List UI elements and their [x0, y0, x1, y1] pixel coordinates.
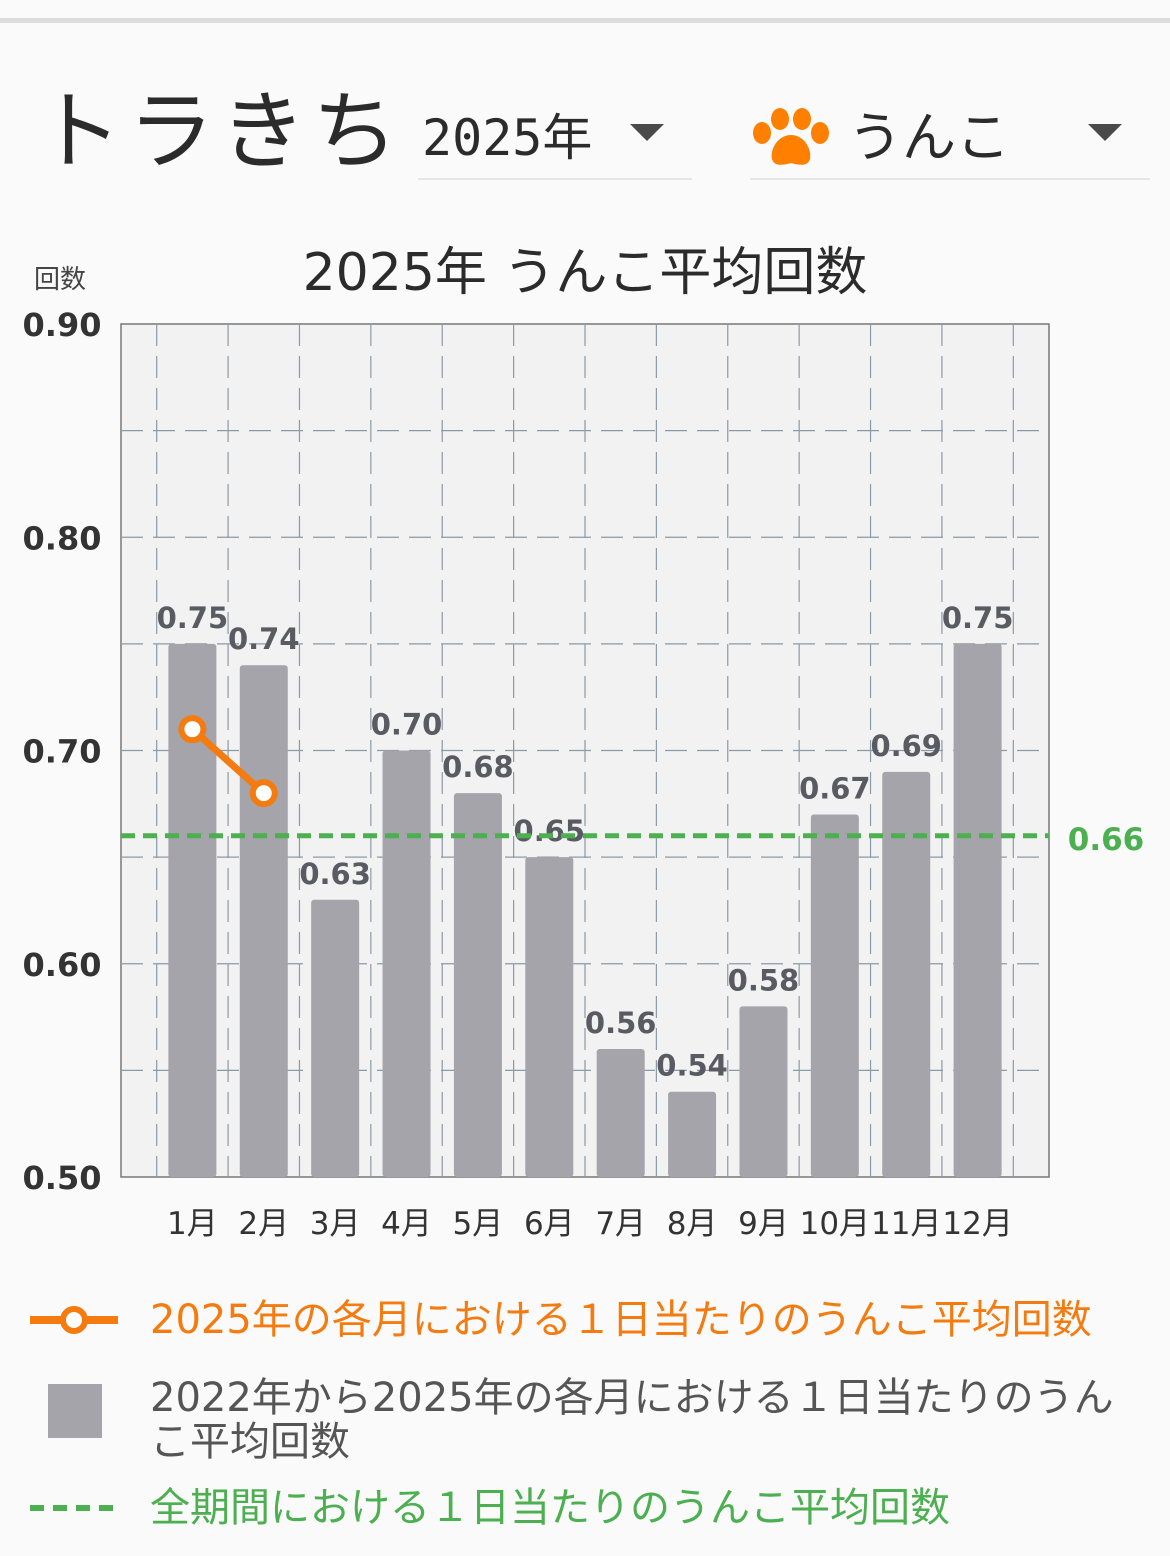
bar-4 [382, 750, 431, 1177]
x-tick-label: 5月 [453, 1206, 504, 1242]
bar-value-label: 0.63 [299, 857, 371, 891]
bar-6 [525, 857, 574, 1177]
x-tick-label: 3月 [310, 1206, 361, 1242]
legend-dashed-line-icon [30, 1505, 120, 1511]
y-tick-label: 0.80 [23, 519, 102, 557]
legend-item-overall: 全期間における１日当たりのうんこ平均回数 [28, 1486, 950, 1530]
bar-8 [668, 1091, 717, 1177]
bar-10 [810, 814, 859, 1177]
bar-2 [239, 665, 288, 1177]
chevron-down-icon [1088, 124, 1122, 141]
x-tick-label: 1月 [167, 1206, 218, 1242]
legend-label-multi-year: 2022年から2025年の各月における１日当たりのうんこ平均回数 [150, 1375, 1114, 1465]
record-type-dropdown[interactable]: うんこ [750, 98, 1150, 180]
y-tick-label: 0.60 [23, 946, 102, 984]
bar-value-label: 0.58 [728, 963, 800, 997]
current-year-line [190, 726, 267, 796]
year-dropdown[interactable]: 2025年 [418, 98, 692, 180]
x-tick-label: 9月 [738, 1206, 789, 1242]
bar-1 [168, 643, 217, 1177]
monthly-average-chart: 2025年 うんこ平均回数 回数 0.750.740.630.700.680.6… [23, 243, 1145, 1242]
bar-12 [953, 643, 1002, 1177]
x-tick-label: 12月 [942, 1206, 1012, 1242]
bar-value-label: 0.75 [942, 601, 1014, 635]
pet-name-title: トラきち [36, 82, 404, 182]
legend-item-multi-year: 2022年から2025年の各月における１日当たりのうんこ平均回数 [28, 1376, 1130, 1464]
current-year-point [178, 715, 207, 744]
year-dropdown-value: 2025年 [422, 109, 593, 167]
bar-value-label: 0.67 [799, 771, 871, 805]
y-tick-label: 0.90 [23, 306, 102, 344]
x-tick-label: 6月 [524, 1206, 575, 1242]
overall-average-label: 0.66 [1068, 822, 1145, 858]
legend-label-overall: 全期間における１日当たりのうんこ平均回数 [150, 1485, 950, 1531]
y-axis-label: 回数 [34, 265, 86, 295]
top-divider [0, 18, 1170, 23]
legend-bar-swatch [48, 1384, 102, 1438]
current-year-point [249, 779, 278, 808]
bar-value-label: 0.69 [870, 729, 942, 763]
x-tick-label: 10月 [800, 1206, 870, 1242]
x-tick-label: 7月 [595, 1206, 646, 1242]
x-tick-label: 2月 [238, 1206, 289, 1242]
bar-3 [311, 899, 360, 1177]
bar-value-label: 0.75 [157, 601, 229, 635]
x-tick-label: 11月 [871, 1206, 941, 1242]
x-tick-label: 8月 [667, 1206, 718, 1242]
legend-item-current-year: 2025年の各月における１日当たりのうんこ平均回数 [28, 1298, 1092, 1342]
bar-value-label: 0.65 [514, 814, 586, 848]
bar-value-label: 0.74 [228, 622, 300, 656]
y-tick-label: 0.50 [23, 1159, 102, 1197]
bar-9 [739, 1006, 788, 1177]
record-type-dropdown-value: うんこ [848, 106, 1010, 169]
paw-icon [753, 108, 829, 165]
bar-5 [453, 793, 502, 1177]
legend-line-marker-icon [30, 1306, 118, 1334]
bar-value-label: 0.68 [442, 750, 514, 784]
bar-value-label: 0.54 [656, 1049, 728, 1083]
legend-label-current-year: 2025年の各月における１日当たりのうんこ平均回数 [150, 1297, 1092, 1343]
bar-11 [882, 771, 931, 1177]
chart-title: 2025年 うんこ平均回数 [303, 243, 868, 303]
x-tick-label: 4月 [381, 1206, 432, 1242]
bar-value-label: 0.56 [585, 1006, 657, 1040]
bar-value-label: 0.70 [371, 708, 443, 742]
bar-7 [596, 1049, 645, 1177]
chevron-down-icon [630, 124, 664, 141]
y-tick-label: 0.70 [23, 733, 102, 771]
